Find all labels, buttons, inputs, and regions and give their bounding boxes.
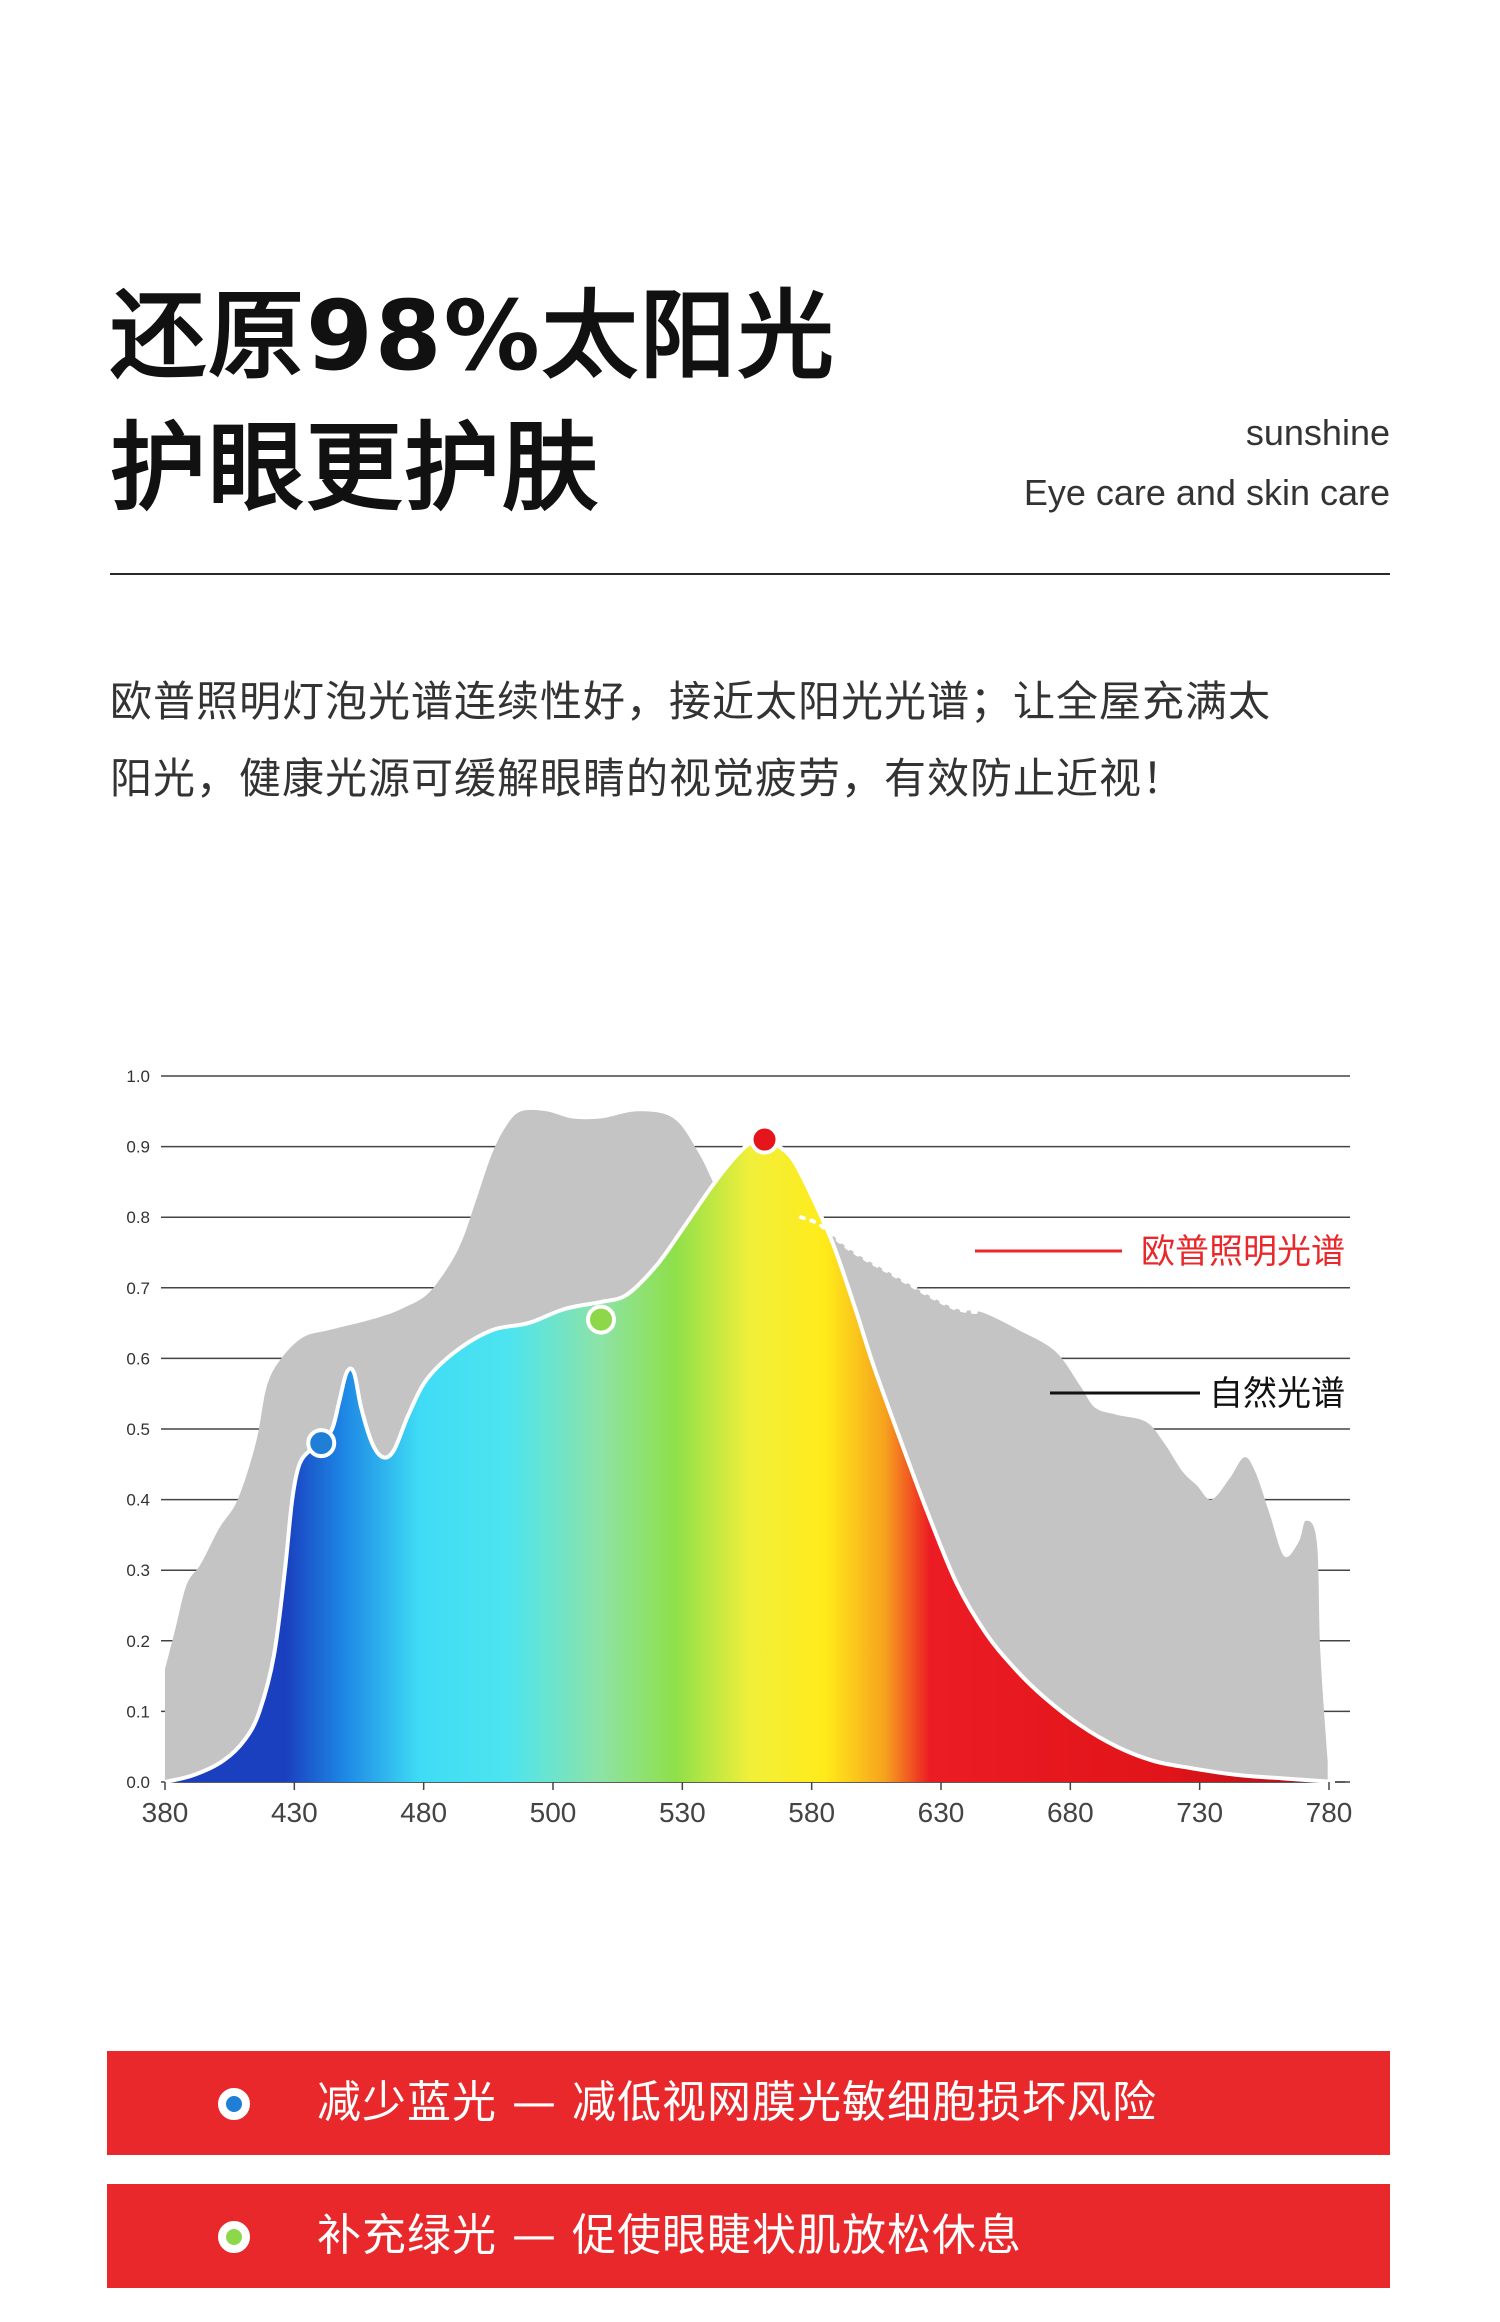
page-title-line1: 还原98%太阳光 — [110, 280, 836, 392]
opple-spectrum-area — [165, 1139, 1335, 1782]
banner-text: 补充绿光 — 促使眼睫状肌放松休息 — [317, 2210, 1022, 2261]
legend-label: 自然光谱 — [1209, 1374, 1345, 1414]
description-line2: 阳光，健康光源可缓解眼睛的视觉疲劳，有效防止近视！ — [110, 754, 1186, 803]
legend-label: 欧普照明光谱 — [1141, 1232, 1345, 1272]
x-tick-label: 580 — [788, 1797, 835, 1828]
y-tick-label: 0.5 — [126, 1420, 150, 1439]
page-title-line2: 护眼更护肤 — [110, 412, 600, 524]
x-tick-label: 500 — [530, 1797, 577, 1828]
x-axis-ticks: 380 430 480 500 530 580 630 680 730 780 — [142, 1782, 1353, 1828]
spectrum-marker — [749, 1124, 780, 1155]
banner-reduce-blue-light: 减少蓝光 — 减低视网膜光敏细胞损坏风险 — [107, 2051, 1390, 2155]
y-axis-ticks: 0.0 0.1 0.2 0.3 0.4 0.5 0.6 0.7 0.8 0.9 1.0 — [126, 1067, 150, 1792]
x-tick-label: 430 — [271, 1797, 318, 1828]
y-tick-label: 0.0 — [126, 1773, 150, 1792]
y-tick-label: 0.3 — [126, 1561, 150, 1580]
y-tick-label: 0.8 — [126, 1208, 150, 1227]
english-subtitle-line2: Eye care and skin care — [1023, 472, 1390, 513]
y-tick-label: 0.9 — [126, 1138, 150, 1157]
y-tick-label: 0.4 — [126, 1491, 150, 1510]
x-tick-label: 630 — [918, 1797, 965, 1828]
y-tick-label: 0.7 — [126, 1279, 150, 1298]
y-tick-label: 0.2 — [126, 1632, 150, 1651]
x-tick-label: 480 — [400, 1797, 447, 1828]
y-tick-label: 0.1 — [126, 1702, 150, 1721]
english-subtitle-line1: sunshine — [1245, 412, 1390, 453]
banner-text: 减少蓝光 — 减低视网膜光敏细胞损坏风险 — [317, 2077, 1157, 2128]
x-tick-label: 380 — [142, 1797, 189, 1828]
chart-markers — [306, 1124, 780, 1459]
chart-areas — [164, 1109, 1336, 1784]
header-divider — [110, 573, 1390, 575]
x-tick-label: 780 — [1306, 1797, 1353, 1828]
banner-add-green-light: 补充绿光 — 促使眼睫状肌放松休息 — [107, 2184, 1390, 2288]
x-tick-label: 680 — [1047, 1797, 1094, 1828]
natural-spectrum-dotted-line — [798, 1215, 985, 1315]
x-tick-label: 530 — [659, 1797, 706, 1828]
green-dot-icon — [218, 2221, 250, 2253]
spectrum-marker — [586, 1304, 617, 1335]
opple-spectrum-outline — [164, 1137, 1336, 1784]
spectrum-chart: 0.0 0.1 0.2 0.3 0.4 0.5 0.6 0.7 0.8 0.9 1.0 380 430… — [126, 1067, 1353, 1828]
spectrum-marker — [306, 1428, 337, 1459]
blue-dot-icon — [218, 2088, 250, 2120]
y-tick-label: 0.6 — [126, 1349, 150, 1368]
x-tick-label: 730 — [1176, 1797, 1223, 1828]
description-line1: 欧普照明灯泡光谱连续性好，接近太阳光光谱；让全屋充满太 — [110, 677, 1272, 726]
y-tick-label: 1.0 — [126, 1067, 150, 1086]
